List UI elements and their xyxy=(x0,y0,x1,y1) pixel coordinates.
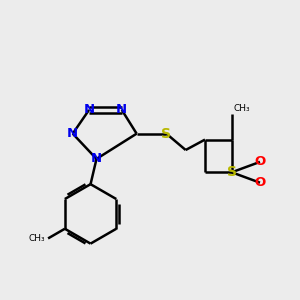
Text: N: N xyxy=(116,103,127,116)
Text: N: N xyxy=(67,127,78,140)
Text: N: N xyxy=(91,152,102,165)
Text: CH₃: CH₃ xyxy=(28,234,45,243)
Text: S: S xyxy=(161,127,171,141)
Text: O: O xyxy=(254,155,266,168)
Text: O: O xyxy=(254,176,266,189)
Text: N: N xyxy=(83,103,94,116)
Text: CH₃: CH₃ xyxy=(233,104,250,113)
Text: S: S xyxy=(227,165,237,179)
